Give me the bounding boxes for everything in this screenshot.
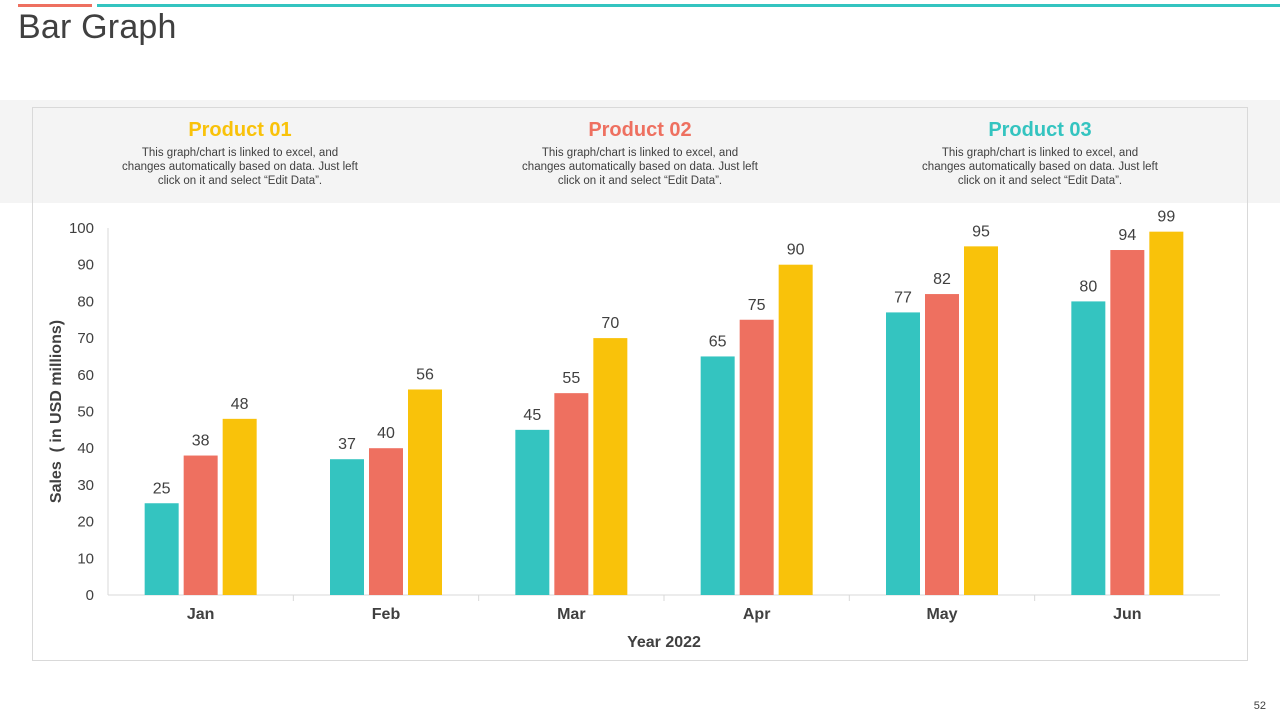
data-label-series3-mar: 70 <box>601 315 619 332</box>
data-label-series3-may: 95 <box>972 223 990 240</box>
title-accent-line <box>18 4 92 7</box>
data-label-series3-jun: 99 <box>1157 209 1175 226</box>
x-tick-label-jan: Jan <box>187 606 215 623</box>
data-label-series2-may: 82 <box>933 271 951 288</box>
bar-series3-feb <box>408 389 442 595</box>
data-label-series2-jun: 94 <box>1118 227 1136 244</box>
product-02-description: This graph/chart is linked to excel, and… <box>522 147 758 187</box>
y-tick-label-4: 40 <box>77 440 94 457</box>
bar-series2-mar <box>554 393 589 595</box>
bar-series1-jun <box>1071 301 1106 595</box>
y-tick-label-5: 50 <box>77 404 94 421</box>
data-label-series2-mar: 55 <box>562 370 580 387</box>
x-tick-label-mar: Mar <box>557 606 585 623</box>
y-axis-title: Sales ( in USD millions) <box>48 320 65 503</box>
x-tick-label-feb: Feb <box>372 606 401 623</box>
y-tick-label-0: 0 <box>86 587 94 604</box>
data-label-series1-may: 77 <box>894 289 912 306</box>
bar-series3-apr <box>778 264 813 595</box>
data-label-series1-jun: 80 <box>1079 278 1097 295</box>
bar-series2-may <box>925 294 959 595</box>
data-label-series2-apr: 75 <box>748 297 766 314</box>
page-number: 52 <box>1253 700 1266 712</box>
data-label-series1-apr: 65 <box>709 333 727 350</box>
product-03-block: Product 03 This graph/chart is linked to… <box>910 118 1170 188</box>
slide-title: Bar Graph <box>18 8 177 46</box>
x-tick-label-apr: Apr <box>743 606 771 623</box>
y-tick-label-3: 30 <box>77 477 94 494</box>
bar-series3-jan <box>222 418 257 595</box>
data-label-series2-feb: 40 <box>377 425 395 442</box>
bar-series1-feb <box>330 459 364 595</box>
bar-series1-jan <box>144 503 179 595</box>
bar-series3-jun <box>1149 231 1184 596</box>
bar-series3-may <box>964 246 998 595</box>
y-tick-label-1: 10 <box>77 550 94 567</box>
product-02-title: Product 02 <box>588 119 692 141</box>
data-label-series1-mar: 45 <box>523 407 541 424</box>
y-tick-label-9: 90 <box>77 257 94 274</box>
product-01-block: Product 01 This graph/chart is linked to… <box>110 118 370 188</box>
product-03-title: Product 03 <box>988 119 1092 141</box>
y-tick-label-10: 100 <box>69 220 94 237</box>
data-label-series3-jan: 48 <box>231 396 249 413</box>
y-tick-label-8: 80 <box>77 293 94 310</box>
title-rule-line <box>97 4 1280 7</box>
bar-series1-apr <box>700 356 735 595</box>
product-02-block: Product 02 This graph/chart is linked to… <box>510 118 770 188</box>
x-tick-label-jun: Jun <box>1113 606 1141 623</box>
x-axis-title: Year 2022 <box>627 634 701 651</box>
product-03-description: This graph/chart is linked to excel, and… <box>922 147 1158 187</box>
data-label-series1-jan: 25 <box>153 480 171 497</box>
y-tick-label-7: 70 <box>77 330 94 347</box>
bar-series2-feb <box>369 448 403 595</box>
bar-series2-jan <box>183 455 218 595</box>
x-tick-label-may: May <box>926 606 957 623</box>
y-tick-label-2: 20 <box>77 514 94 531</box>
bar-series1-mar <box>515 429 550 595</box>
y-tick-label-6: 60 <box>77 367 94 384</box>
data-label-series3-feb: 56 <box>416 366 434 383</box>
data-label-series2-jan: 38 <box>192 433 210 450</box>
bar-series1-may <box>886 312 920 595</box>
bar-series2-jun <box>1110 250 1145 595</box>
product-header-band <box>0 100 1280 203</box>
chart-frame <box>32 107 1248 661</box>
data-label-series3-apr: 90 <box>787 242 805 259</box>
bar-series3-mar <box>593 338 628 595</box>
product-01-description: This graph/chart is linked to excel, and… <box>122 147 358 187</box>
product-01-title: Product 01 <box>188 119 292 141</box>
data-label-series1-feb: 37 <box>338 436 356 453</box>
bar-series2-apr <box>739 319 774 595</box>
